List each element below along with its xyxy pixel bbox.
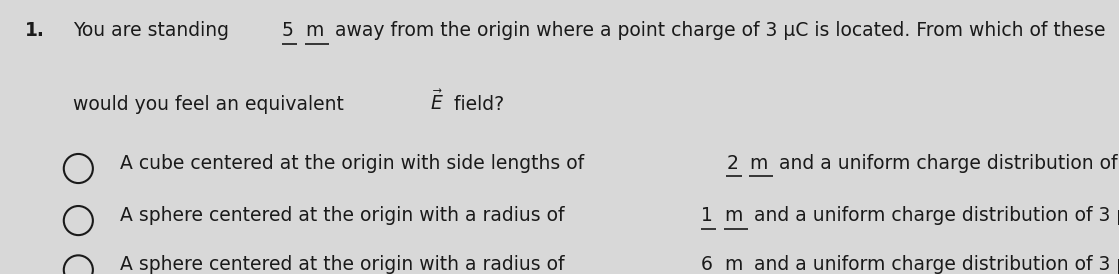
Text: m: m: [304, 21, 323, 40]
Text: 5: 5: [282, 21, 293, 40]
Text: You are standing: You are standing: [73, 21, 235, 40]
Text: m: m: [724, 206, 743, 225]
Text: field?: field?: [448, 95, 504, 114]
Text: A cube centered at the origin with side lengths of: A cube centered at the origin with side …: [120, 153, 590, 173]
Text: away from the origin where a point charge of 3 μC is located. From which of thes: away from the origin where a point charg…: [329, 21, 1106, 40]
Text: 2: 2: [726, 153, 739, 173]
Text: A sphere centered at the origin with a radius of: A sphere centered at the origin with a r…: [120, 206, 571, 225]
Text: m: m: [724, 255, 743, 274]
Text: and a uniform charge distribution of 3 μC.: and a uniform charge distribution of 3 μ…: [747, 255, 1119, 274]
Text: m: m: [750, 153, 768, 173]
Text: and a uniform charge distribution of 3 μC.: and a uniform charge distribution of 3 μ…: [747, 206, 1119, 225]
Text: 6: 6: [700, 255, 713, 274]
Text: and a uniform charge distribution of 3 μC.: and a uniform charge distribution of 3 μ…: [773, 153, 1119, 173]
Text: 1.: 1.: [25, 21, 45, 40]
Text: A sphere centered at the origin with a radius of: A sphere centered at the origin with a r…: [120, 255, 571, 274]
Text: would you feel an equivalent: would you feel an equivalent: [73, 95, 349, 114]
Text: 1: 1: [700, 206, 713, 225]
Text: $\vec{E}$: $\vec{E}$: [430, 89, 444, 114]
